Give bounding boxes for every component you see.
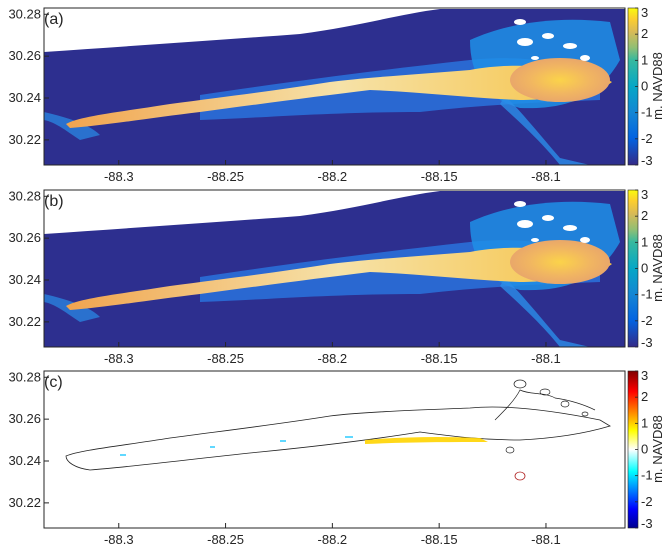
x-tick-label: -88.2 [318, 351, 348, 366]
x-tick-label: -88.2 [318, 532, 348, 547]
y-axis: 30.28 30.26 30.24 30.22 [8, 369, 49, 510]
panel-label: (b) [44, 193, 64, 210]
x-tick-label: -88.3 [104, 532, 134, 547]
x-tick-label: -88.25 [207, 169, 244, 184]
colorbar-tick-label: 2 [641, 389, 648, 404]
island-head [510, 240, 610, 284]
marsh-patches [514, 201, 590, 243]
x-tick-label: -88.25 [207, 351, 244, 366]
colorbar-tick-label: 0 [641, 442, 648, 457]
y-tick-label: 30.22 [8, 495, 41, 510]
erosion-patch [514, 471, 526, 481]
marsh-patches [514, 19, 590, 61]
colorbar-tick-label: 1 [641, 234, 648, 249]
colorbar-ticks: 3 2 1 0 -1 -2 -3 [635, 368, 653, 531]
colorbar-tick-label: -1 [641, 287, 653, 302]
x-tick-label: -88.1 [531, 351, 561, 366]
elevation-map [44, 9, 625, 165]
erosion-speckles [120, 436, 353, 456]
colorbar-tick-label: 3 [641, 368, 648, 383]
colorbar-tick-label: 2 [641, 208, 648, 223]
y-tick-label: 30.28 [8, 6, 41, 21]
panel-b: (b) -88.3 -88.25 -88.2 -88.15 -88.1 30.2830.… [8, 187, 665, 366]
island-spit [66, 65, 612, 128]
colorbar-tick-label: 0 [641, 261, 648, 276]
difference-map [65, 379, 611, 481]
x-tick-label: -88.15 [421, 351, 458, 366]
island-spit [66, 247, 612, 310]
x-tick-label: -88.1 [531, 532, 561, 547]
x-tick-label: -88.1 [531, 169, 561, 184]
small-island-outlines [505, 379, 589, 454]
colorbar-tick-label: -2 [641, 313, 653, 328]
x-tick-label: -88.3 [104, 351, 134, 366]
x-tick-label: -88.3 [104, 169, 134, 184]
y-tick-label: 30.26 [8, 48, 41, 63]
colorbar-tick-label: -3 [641, 153, 653, 168]
x-tick-label: -88.15 [421, 532, 458, 547]
x-axis: -88.3 -88.25 -88.2 -88.15 -88.1 [104, 523, 561, 547]
colorbar-label: m. NAVD88 [650, 234, 665, 302]
y-tick-label: 30.24 [8, 272, 41, 287]
plot-frame [43, 370, 626, 529]
colorbar-tick-label: -2 [641, 131, 653, 146]
y-axis: 30.28 30.26 30.24 30.22 [8, 6, 49, 147]
elevation-map [44, 191, 625, 347]
x-tick-label: -88.2 [318, 169, 348, 184]
colorbar-tick-label: 3 [641, 187, 648, 202]
accretion-band [365, 436, 488, 444]
x-tick-label: -88.25 [207, 532, 244, 547]
y-tick-label: 30.22 [8, 132, 41, 147]
colorbar-tick-label: 1 [641, 415, 648, 430]
y-tick-label: 30.24 [8, 90, 41, 105]
colorbar-ticks: 3 2 1 0 -1 -2 -3 [635, 187, 653, 350]
colorbar-tick-label: 3 [641, 5, 648, 20]
y-tick-label: 30.24 [8, 453, 41, 468]
colorbar-ticks: 3 2 1 0 -1 -2 -3 [635, 5, 653, 168]
colorbar-tick-label: 0 [641, 79, 648, 94]
panel-label: (c) [44, 374, 63, 391]
y-tick-label: 30.28 [8, 188, 41, 203]
y-tick-label: 30.26 [8, 411, 41, 426]
colorbar-label: m. NAVD88 [650, 52, 665, 120]
island-head [510, 58, 610, 102]
colorbar-label: m. NAVD88 [650, 415, 665, 483]
plot-frame [43, 189, 626, 348]
colorbar-tick-label: -1 [641, 468, 653, 483]
shoal-zone [500, 96, 590, 165]
colorbar-tick-label: -1 [641, 105, 653, 120]
colorbar-tick-label: -2 [641, 494, 653, 509]
y-tick-label: 30.28 [8, 369, 41, 384]
colorbar-tick-label: 2 [641, 26, 648, 41]
shoal-zone [500, 278, 590, 347]
plot-area [44, 371, 625, 528]
x-axis: -88.3 -88.25 -88.2 -88.15 -88.1 [104, 342, 561, 366]
colorbar-tick-label: -3 [641, 335, 653, 350]
x-tick-label: -88.15 [421, 169, 458, 184]
y-tick-label: 30.26 [8, 230, 41, 245]
plot-frame [43, 7, 626, 166]
y-axis: 30.28 30.26 30.24 30.22 [8, 188, 49, 329]
panel-label: (a) [44, 11, 64, 28]
y-tick-label: 30.22 [8, 314, 41, 329]
panel-c: (c) -88.3 -88.25 -88.2 -88.15 -88.1 30.2830.… [8, 368, 665, 547]
panel-a: (a) -88.3 -88.25 -88.2 -88.15 -88.1 30.2830.… [8, 5, 665, 184]
colorbar-tick-label: -3 [641, 516, 653, 531]
island-outline [65, 406, 611, 471]
x-axis: -88.3 -88.25 -88.2 -88.15 -88.1 [104, 160, 561, 184]
marsh-outline [494, 389, 596, 421]
colorbar-tick-label: 1 [641, 52, 648, 67]
